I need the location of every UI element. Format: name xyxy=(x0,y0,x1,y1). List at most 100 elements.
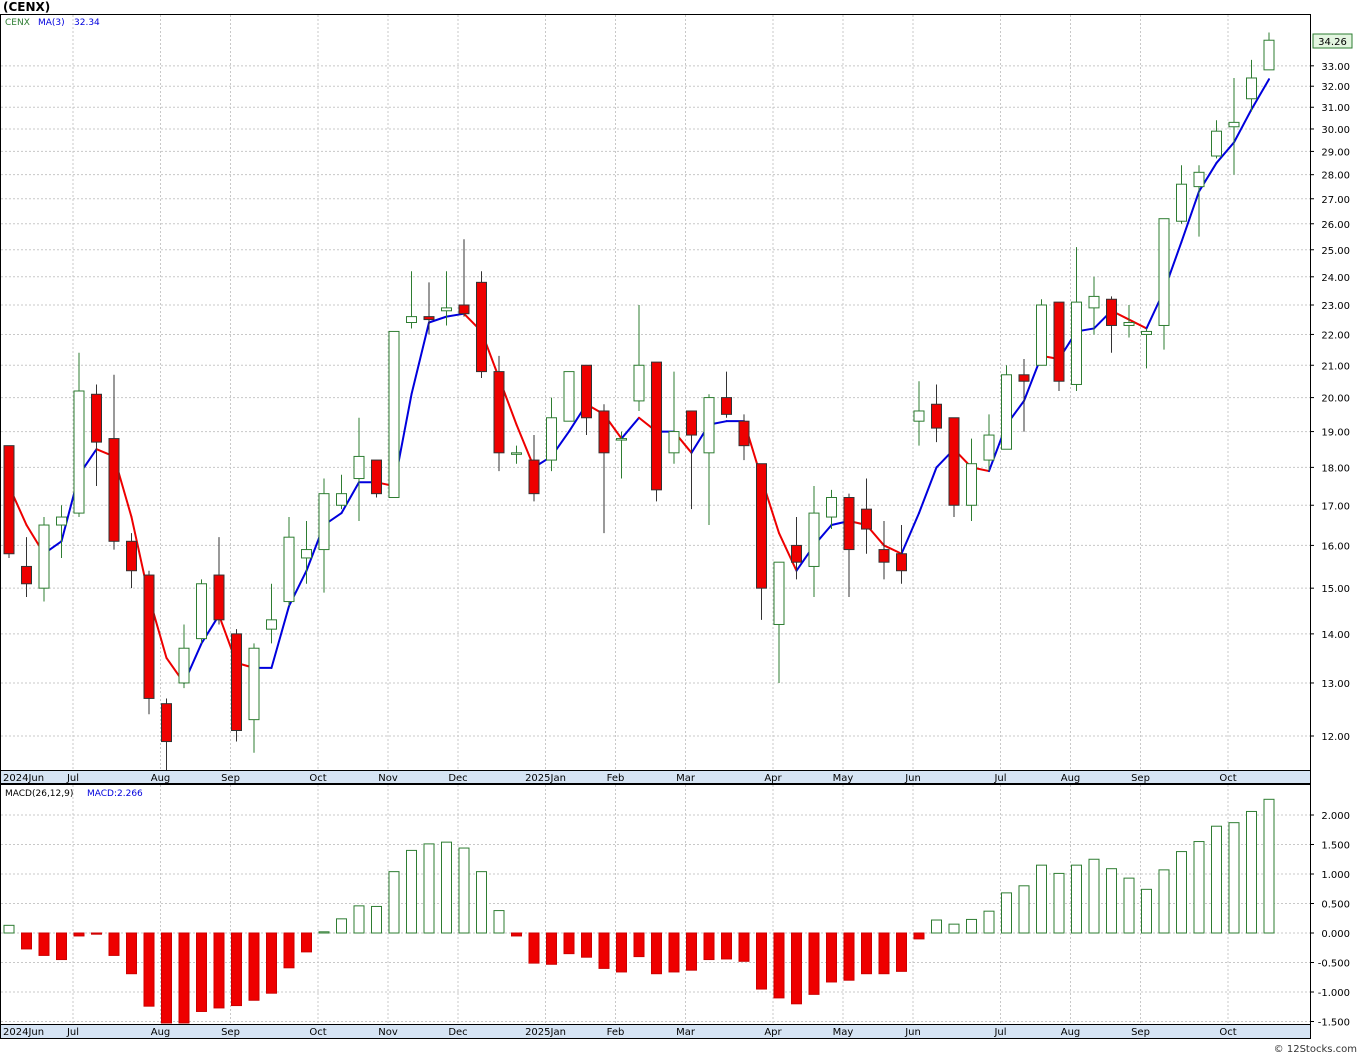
candle xyxy=(948,417,960,518)
candle-body xyxy=(56,516,67,526)
candle-body xyxy=(983,434,995,461)
ma-segment xyxy=(410,321,430,396)
macd-bar xyxy=(336,918,347,934)
macd-tick-label: 2.000 xyxy=(1321,811,1350,822)
candle-body xyxy=(318,493,330,551)
price-date-label: Sep xyxy=(221,773,240,784)
macd-bar xyxy=(56,932,67,961)
price-date-label: Jun xyxy=(904,773,921,784)
candle-body xyxy=(441,307,452,312)
ma-segment xyxy=(883,544,903,555)
macd-bar xyxy=(21,932,32,950)
candle xyxy=(896,525,907,584)
candle xyxy=(143,570,155,715)
candle xyxy=(1158,218,1170,350)
candle-body xyxy=(668,431,680,454)
candle xyxy=(73,352,85,518)
macd-tick-label: 0.000 xyxy=(1321,929,1350,940)
macd-bar xyxy=(966,918,977,934)
price-date-label: Aug xyxy=(151,773,171,784)
macd-bar xyxy=(1088,858,1100,934)
candle-body xyxy=(651,361,662,491)
candle-body xyxy=(3,445,15,555)
candle xyxy=(861,478,872,554)
macd-bar xyxy=(283,932,295,969)
candle-body xyxy=(808,512,820,567)
macd-tick-label: 0.500 xyxy=(1321,900,1350,911)
candle-body xyxy=(1141,330,1152,335)
macd-bar xyxy=(196,932,207,1012)
macd-bar xyxy=(1193,841,1205,934)
ma-segment xyxy=(428,315,448,324)
candle-body xyxy=(1053,301,1065,382)
macd-date-label: Oct xyxy=(1219,1027,1236,1038)
candle xyxy=(1071,247,1082,391)
candle xyxy=(283,517,295,607)
candle-body xyxy=(598,410,610,454)
macd-bar xyxy=(563,932,575,955)
candle-body xyxy=(283,536,295,603)
candle xyxy=(1141,328,1152,369)
price-tick-label: 31.00 xyxy=(1321,103,1350,114)
candle-body xyxy=(161,703,172,743)
macd-bar xyxy=(3,924,15,934)
macd-bar xyxy=(91,932,102,935)
ma-segment xyxy=(918,466,938,515)
macd-date-label: Aug xyxy=(151,1027,171,1038)
candle-body xyxy=(563,371,575,422)
candle xyxy=(668,371,680,464)
macd-bar xyxy=(1018,885,1030,934)
candle-body xyxy=(896,553,907,572)
legend-ma-label: MA(3) xyxy=(38,18,65,28)
macd-bar xyxy=(878,932,890,975)
macd-bar xyxy=(633,932,645,958)
price-date-label: Oct xyxy=(309,773,326,784)
macd-bar xyxy=(231,932,242,1007)
macd-bar xyxy=(108,932,120,956)
macd-bar xyxy=(1071,864,1082,934)
candle-body xyxy=(721,397,732,415)
price-tick-label: 26.00 xyxy=(1321,220,1350,231)
ma-segment xyxy=(1233,108,1253,144)
price-date-label: Sep xyxy=(1131,773,1150,784)
candle xyxy=(773,561,785,683)
candle-body xyxy=(546,417,557,461)
macd-tick-label: -1.000 xyxy=(1318,988,1350,999)
macd-bar xyxy=(1158,869,1170,934)
macd-bar xyxy=(1141,888,1152,934)
ma-segment xyxy=(1250,78,1270,111)
candle xyxy=(108,374,120,550)
price-tick-label: 23.00 xyxy=(1321,301,1350,312)
macd-bar xyxy=(668,932,680,973)
candle-body xyxy=(861,508,872,530)
ma-segment xyxy=(1215,141,1235,164)
macd-bar xyxy=(948,923,960,934)
macd-bar xyxy=(546,932,557,965)
candle-body xyxy=(581,364,592,419)
macd-date-label: Nov xyxy=(378,1027,398,1038)
candle-body xyxy=(301,549,312,559)
price-tick-label: 25.00 xyxy=(1321,246,1350,257)
candle-body xyxy=(1018,374,1030,382)
price-date-label: Jul xyxy=(66,773,79,784)
watermark: © 12Stocks.com xyxy=(1274,1044,1357,1055)
candle-body xyxy=(1176,183,1187,222)
macd-bar xyxy=(756,932,767,990)
macd-bar xyxy=(178,932,190,1024)
macd-bar xyxy=(406,849,417,934)
candle-body xyxy=(931,403,942,429)
candle xyxy=(546,397,557,472)
candle-body xyxy=(423,316,435,321)
macd-bar xyxy=(1106,868,1117,934)
macd-date-label: Jun xyxy=(904,1027,921,1038)
price-tick-label: 21.00 xyxy=(1321,361,1350,372)
candle xyxy=(56,505,67,558)
candle xyxy=(808,486,820,598)
macd-date-label: May xyxy=(833,1027,854,1038)
candle xyxy=(441,271,452,326)
candle xyxy=(1228,77,1240,175)
candle-body xyxy=(843,497,855,551)
candle xyxy=(353,417,365,522)
price-tick-label: 13.00 xyxy=(1321,679,1350,690)
